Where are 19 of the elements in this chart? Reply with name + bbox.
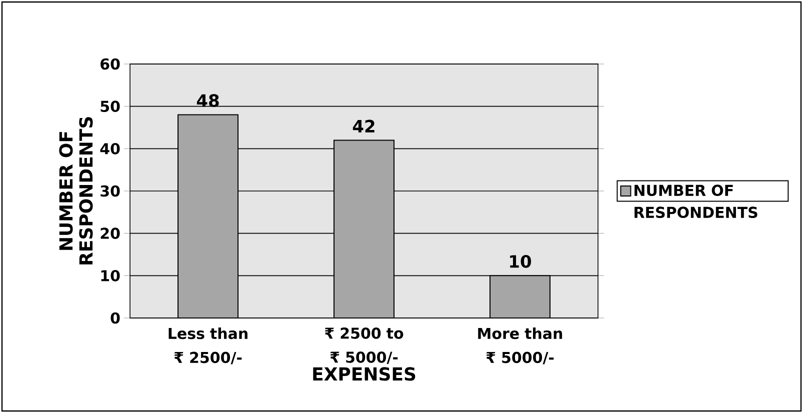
y-tick-label: 20 — [100, 228, 120, 240]
x-axis-title: EXPENSES — [313, 367, 416, 381]
x-tick-label: More than ₹ 5000/- — [478, 328, 562, 364]
y-tick-label: 0 — [110, 312, 120, 324]
bar — [178, 114, 239, 318]
legend-label: NUMBER OF RESPONDENTS — [634, 184, 758, 218]
y-tick-label: 40 — [100, 142, 120, 154]
y-tick-label: 10 — [101, 270, 120, 282]
bar — [490, 275, 551, 318]
y-tick-label: 60 — [100, 58, 120, 70]
y-axis-title: NUMBER OF RESPONDENTS — [59, 117, 93, 264]
data-label: 48 — [196, 94, 219, 107]
x-tick-label: ₹ 2500 to ₹ 5000/- — [324, 328, 404, 364]
y-tick-label: 50 — [100, 100, 120, 112]
y-tick-label: 30 — [100, 185, 120, 197]
x-tick-label: Less than ₹ 2500/- — [168, 328, 248, 364]
data-label: 42 — [352, 120, 374, 132]
bar — [334, 140, 395, 318]
data-label: 10 — [510, 254, 532, 268]
